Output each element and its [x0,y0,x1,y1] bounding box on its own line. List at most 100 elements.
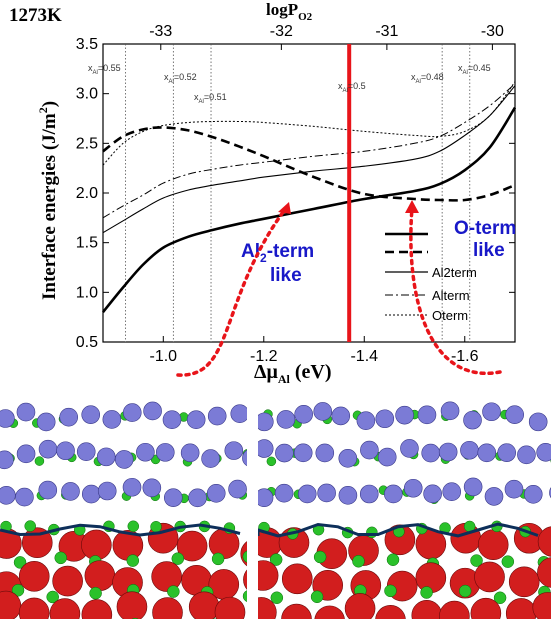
oxygen-atom [532,592,551,619]
annotations: Al2-term like O-term like [176,200,516,377]
aluminium-atom [493,591,507,605]
metal-atom [460,440,479,460]
metal-atom [517,445,536,465]
interface-line [0,523,241,537]
metal-atom [102,410,122,429]
interface-line [258,522,539,538]
y-tick-label-1: 1.0 [76,284,98,301]
oxygen-atom [474,561,505,593]
top-axis-label: logPO2 [266,0,313,23]
aluminium-atom [386,553,400,566]
composition-lines [125,44,471,342]
composition-labels: xAl=0.55 xAl=0.52 xAl=0.51 xAl=0.5 xAl=0.48 x… [88,63,491,105]
oxygen-atom [176,530,208,562]
metal-atom [0,450,14,470]
metal-atom [536,442,551,462]
aluminium-atom [171,552,185,565]
metal-atom [482,402,501,422]
metal-atom [356,411,376,430]
x-tick-label-1: -1.2 [250,348,278,365]
metal-atom [274,483,294,503]
metal-atom [0,409,15,428]
metal-atom [186,410,206,430]
aluminium-atom [150,521,162,533]
series-line-oterm [102,81,516,166]
metal-atom [155,443,175,462]
oxygen-atom [537,526,551,557]
metal-atom [438,442,458,462]
metal-atom [484,487,504,506]
aluminium-atom [54,551,68,565]
metal-atom [201,449,220,468]
oxygen-atom [52,565,83,597]
metal-atom [442,482,462,502]
oxygen-atom [116,591,148,619]
metal-atom [294,404,313,424]
aluminium-atom [127,520,140,533]
y-tick-label-4: 2.5 [76,135,98,152]
metal-atom [163,488,183,507]
y-tick-label-0: 0.5 [76,334,98,351]
legend-alterm-label: Alterm [432,288,470,303]
metal-atom [96,447,116,467]
metal-atom [395,405,414,425]
oxygen-atom [439,600,470,619]
metal-atom [549,487,551,499]
oxygen-atom [537,557,551,588]
metal-atom [421,443,441,463]
metal-atom [276,410,296,429]
oxygen-atom [188,591,220,619]
top-tick-label-0: -33 [149,23,172,40]
oxygen-atom [18,561,50,592]
metal-atom [81,405,101,424]
interface-energy-chart: 0.5 1.0 1.5 2.0 2.5 3.0 3.5 -1.0 -1.2 -1.4 -1.6 -… [9,0,517,385]
metal-atom [377,447,397,467]
series-lines [101,81,517,314]
aluminium-atom [24,520,36,532]
top-tick-label-2: -31 [375,23,398,40]
oxygen-atom [281,563,313,595]
y-tick-labels: 0.5 1.0 1.5 2.0 2.5 3.0 3.5 [76,36,98,351]
metal-atom [230,404,247,423]
series-line-thick-dash [102,126,516,202]
o-term-arrow [409,206,502,376]
y-tick-label-6: 3.5 [76,36,98,53]
metal-atom [16,402,36,422]
metal-atom [293,443,313,463]
series-line-thick-solid [101,106,517,314]
oxygen-atom [18,597,50,619]
aluminium-atom [270,591,284,604]
composition-label-0: xAl=0.55 [88,63,121,76]
metal-atom [360,440,379,460]
aluminium-atom [310,590,324,604]
metal-atom [477,443,497,463]
metal-atom [61,482,80,501]
oxygen-atom [152,597,183,619]
aluminium-atom [352,555,365,568]
composition-label-2: xAl=0.51 [194,92,227,105]
composition-label-5: xAl=0.45 [458,63,491,76]
legend-oterm-label: Oterm [432,308,468,323]
metal-atom [258,412,274,432]
metal-atom [242,449,247,467]
oxygen-atom [477,529,509,560]
composition-label-1: xAl=0.52 [164,72,197,85]
al2-term-arrowhead [278,202,291,214]
oxygen-atom [258,560,279,591]
metal-atom [400,439,419,458]
metal-atom [180,443,200,463]
oxygen-atom [344,593,376,619]
aluminium-atom [366,526,378,539]
metal-atom [528,412,548,432]
metal-atom [207,406,227,426]
metal-atom [463,410,482,430]
metal-atom [440,401,460,421]
x-tick-label-3: -1.6 [451,348,479,365]
metal-atom [38,439,58,459]
metal-atom [338,449,358,468]
composition-label-4: xAl=0.48 [411,72,444,85]
legend-al2term-label: Al2term [432,265,477,280]
metal-atom [258,488,274,508]
oxygen-atom [84,560,116,591]
metal-atom [136,442,155,462]
